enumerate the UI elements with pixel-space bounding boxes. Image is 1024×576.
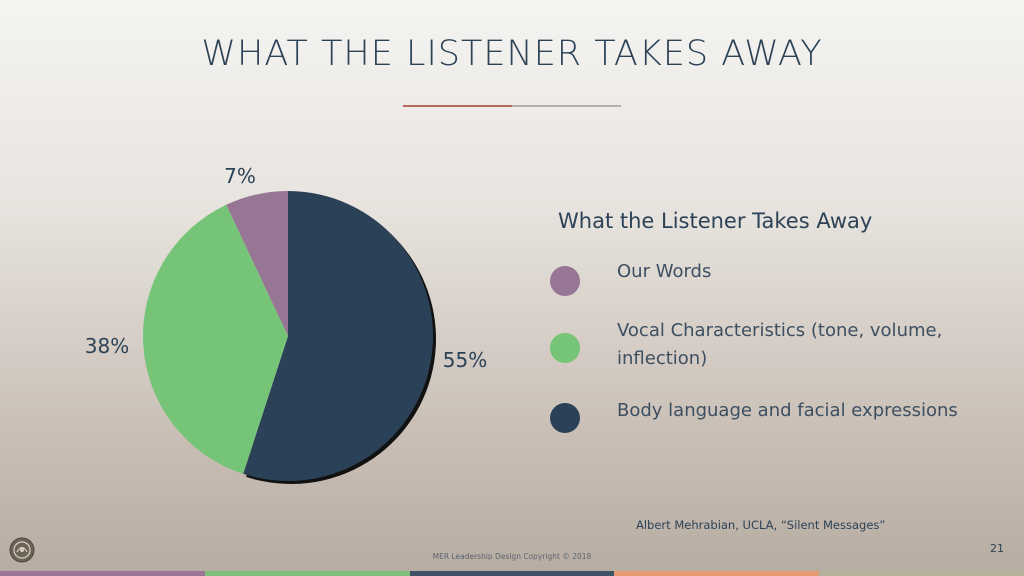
source-citation: Albert Mehrabian, UCLA, “Silent Messages… (636, 518, 886, 532)
legend-dot-body-language (550, 403, 580, 433)
pie-slice-2 (142, 204, 288, 474)
circular-emblem-icon (9, 537, 35, 563)
pie-slice-3 (226, 191, 288, 336)
page-number: 21 (990, 542, 1004, 555)
pie-label-3: 7% (224, 164, 256, 188)
pie-slice-1 (243, 191, 434, 481)
bottom-bar-segment-3 (409, 571, 615, 576)
legend-dot-vocal (550, 333, 580, 363)
legend-dot-our-words (550, 266, 580, 296)
legend-label-body-language: Body language and facial expressions (617, 400, 958, 421)
bottom-color-bar (0, 571, 1024, 576)
pie-label-2: 38% (85, 334, 129, 358)
copyright-text: MER Leadership Design Copyright © 2018 (432, 552, 592, 561)
bottom-bar-segment-1 (0, 571, 205, 576)
bottom-bar-segment-2 (204, 571, 410, 576)
bottom-bar-segment-4 (614, 571, 820, 576)
pie-label-1: 55% (443, 348, 487, 372)
legend-title: What the Listener Takes Away (558, 209, 873, 233)
title-divider (403, 105, 621, 107)
legend-label-vocal: Vocal Characteristics (tone, volume, inf… (617, 320, 943, 369)
slide-title: WHAT THE LISTENER TAKES AWAY (201, 34, 823, 74)
bottom-bar-segment-5 (819, 571, 1024, 576)
legend-label-our-words: Our Words (617, 261, 712, 282)
